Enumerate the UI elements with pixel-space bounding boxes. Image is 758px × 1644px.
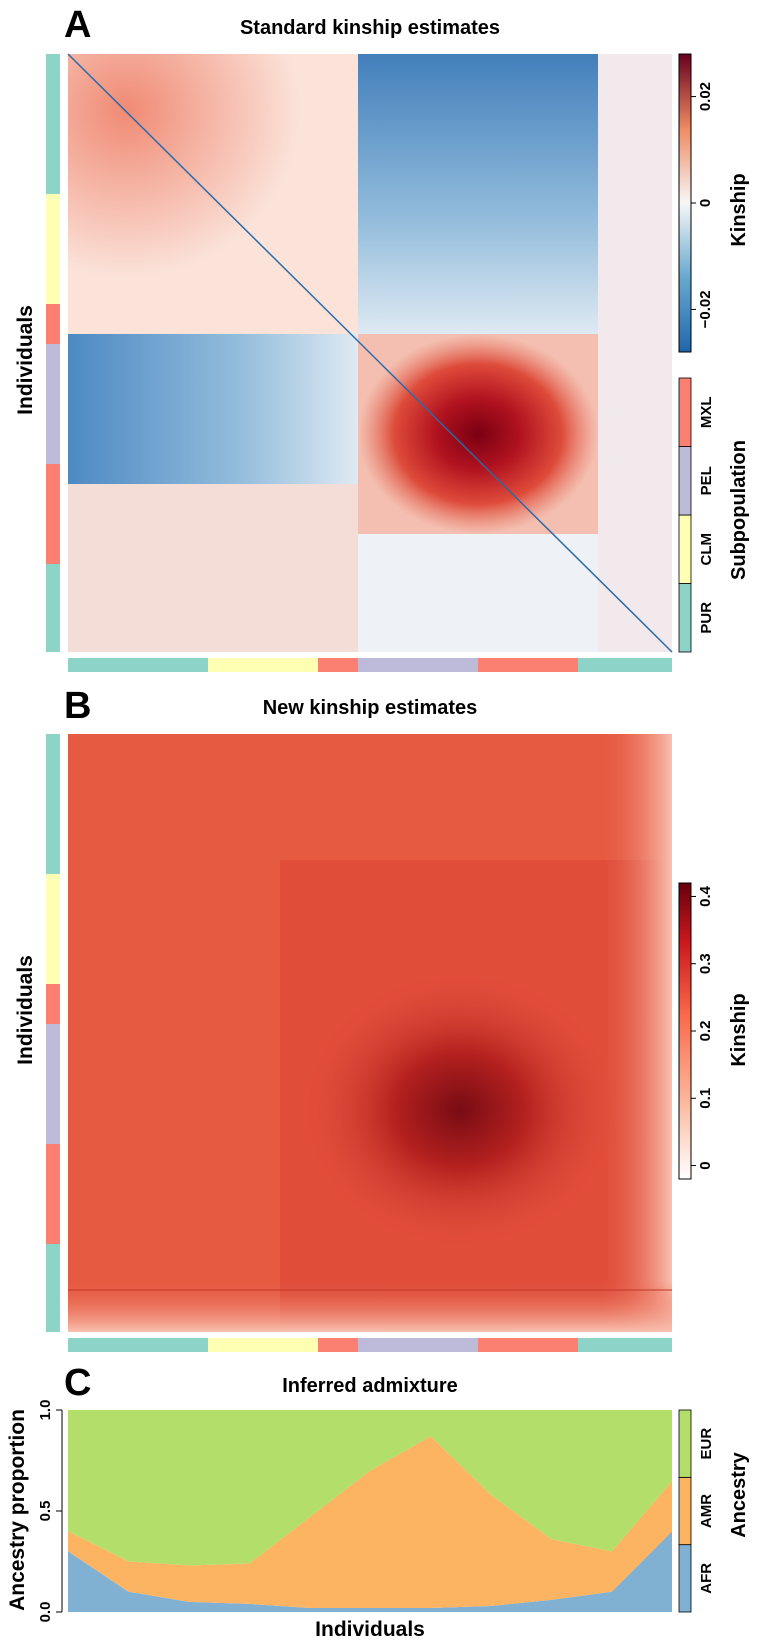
admixture-area-amr xyxy=(68,1436,672,1608)
colorbar-tick-label: 0.1 xyxy=(697,1088,714,1109)
colorbar-tick-label: 0.4 xyxy=(697,885,714,907)
panel-c: C Inferred admixture Ancestry proportion… xyxy=(6,1362,750,1641)
subpopulation-label-clm: CLM xyxy=(698,533,715,566)
colorbar-tick-label: −0.02 xyxy=(697,290,714,328)
panel-c-ytick-label: 1.0 xyxy=(37,1400,54,1421)
subpopulation-legend-title: Subpopulation xyxy=(728,440,750,580)
colorbar-tick-label: 0.3 xyxy=(697,953,714,974)
panel-b-heatmap xyxy=(68,734,672,1332)
panel-c-xlabel: Individuals xyxy=(315,1618,425,1641)
panel-c-title: Inferred admixture xyxy=(282,1375,458,1397)
subpopulation-swatch-clm xyxy=(678,514,692,584)
subpopulation-swatch-mxl xyxy=(678,377,692,447)
panel-b-title: New kinship estimates xyxy=(263,697,478,719)
panel-b: B New kinship estimates Individuals xyxy=(14,685,750,1352)
ancestry-label-afr: AFR xyxy=(698,1563,715,1594)
colorbar-tick-label: 0 xyxy=(697,199,714,207)
panel-b-col-annotation xyxy=(68,1338,672,1352)
subpopulation-label-pur: PUR xyxy=(698,602,715,634)
subpopulation-swatch-pur xyxy=(678,583,692,653)
colorbar-tick-label: 0.02 xyxy=(697,82,714,111)
colorbar-tick-label: 0.2 xyxy=(697,1021,714,1042)
panel-b-colorbar-title: Kinship xyxy=(728,993,750,1066)
panel-c-ytick-label: 0.0 xyxy=(37,1602,54,1623)
admixture-area-afr xyxy=(68,1531,672,1612)
panel-a-colorbar: −0.02 0 0.02 Kinship xyxy=(678,53,750,353)
ancestry-label-amr: AMR xyxy=(698,1494,715,1528)
ancestry-swatch-amr xyxy=(678,1476,692,1546)
panel-b-colorbar: 0 0.1 0.2 0.3 0.4 Kinship xyxy=(678,882,750,1180)
panel-b-row-annotation xyxy=(46,734,60,1332)
panel-a-ylabel: Individuals xyxy=(14,305,37,415)
admixture-area-eur xyxy=(68,1410,672,1566)
panel-c-ytick-label: 0.5 xyxy=(37,1501,54,1522)
panel-c-yaxis: 0.0 0.5 1.0 xyxy=(37,1400,63,1623)
ancestry-label-eur: EUR xyxy=(698,1428,715,1460)
panel-c-ylabel: Ancestry proportion xyxy=(6,1409,29,1611)
panel-a-colorbar-title: Kinship xyxy=(728,173,750,246)
subpopulation-legend: PUR CLM PEL MXL Subpopulation xyxy=(678,377,750,653)
panel-a-heatmap xyxy=(67,53,673,653)
admixture-plot xyxy=(68,1410,672,1612)
subpopulation-label-pel: PEL xyxy=(698,466,715,495)
panel-a-title: Standard kinship estimates xyxy=(240,17,500,39)
ancestry-legend-title: Ancestry xyxy=(728,1451,750,1537)
panel-letter-a: A xyxy=(64,4,91,46)
panel-a-row-annotation xyxy=(46,54,60,652)
subpopulation-swatch-pel xyxy=(678,446,692,516)
panel-a: A Standard kinship estimates Individuals xyxy=(14,4,750,672)
panel-b-ylabel: Individuals xyxy=(14,955,37,1065)
ancestry-legend: AFR AMR EUR Ancestry xyxy=(678,1409,750,1613)
colorbar-tick-label: 0 xyxy=(697,1161,714,1169)
panel-a-col-annotation xyxy=(68,658,672,672)
panel-letter-b: B xyxy=(64,685,91,727)
panel-letter-c: C xyxy=(64,1362,91,1404)
ancestry-swatch-eur xyxy=(678,1409,692,1478)
subpopulation-label-mxl: MXL xyxy=(698,396,715,428)
ancestry-swatch-afr xyxy=(678,1544,692,1613)
